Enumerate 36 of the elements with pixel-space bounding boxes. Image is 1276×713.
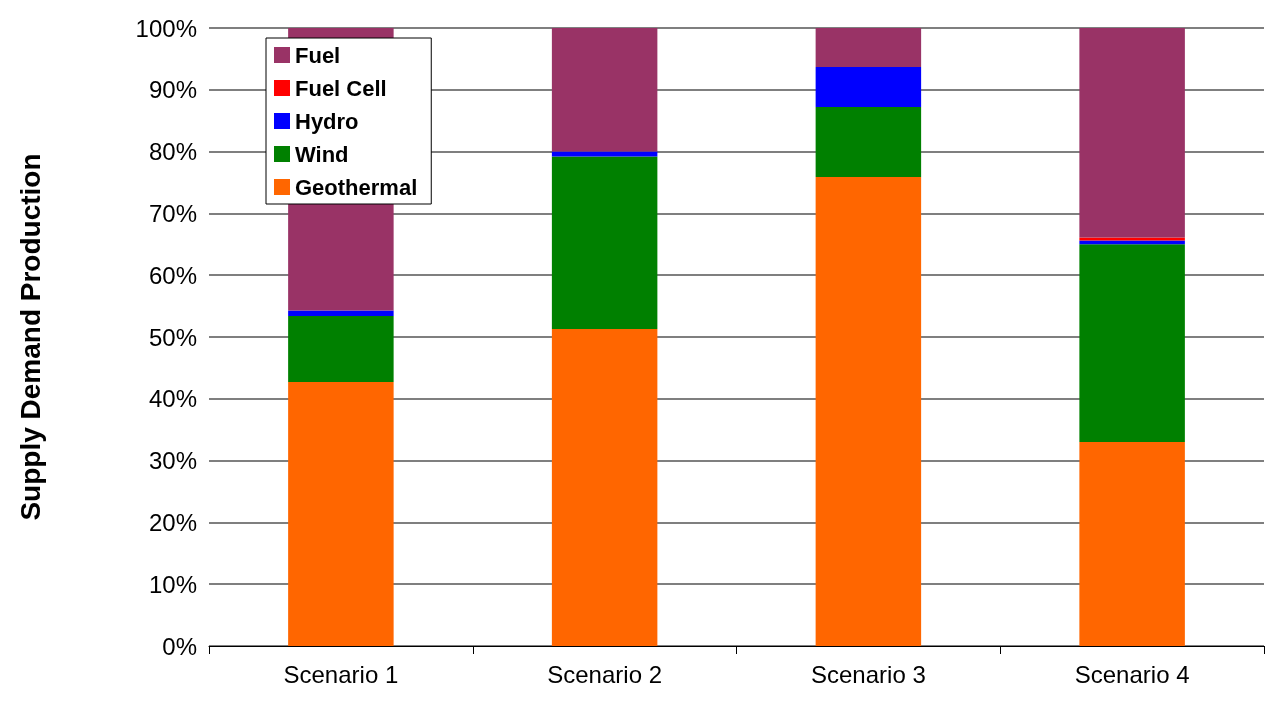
legend-label: Fuel [295,42,341,68]
bar [815,28,922,67]
bar [815,176,922,646]
bar [288,382,394,646]
x-tick-label: Scenario 4 [1074,660,1190,688]
y-tick-label: 50% [148,323,197,351]
bar [815,107,922,177]
bar [551,328,658,646]
y-tick-label: 60% [148,261,197,289]
legend-label: Geothermal [295,174,418,200]
bar [815,66,922,108]
bar [1079,442,1185,646]
bar [288,315,394,383]
bar [1079,237,1185,241]
bar [551,156,658,329]
x-tick-label: Scenario 2 [547,660,662,688]
y-tick-label: 30% [148,447,197,475]
y-tick-label: 10% [148,570,197,598]
legend-label: Wind [295,141,349,167]
y-tick-label: 80% [148,138,197,166]
legend-label: Fuel Cell [295,75,387,101]
x-tick-label: Scenario 3 [811,660,926,688]
x-tick-label: Scenario 1 [283,660,399,688]
y-axis-title: Supply Demand Production [14,153,46,521]
bar [1079,28,1185,238]
y-tick-label: 100% [135,14,197,42]
bar [288,310,394,316]
y-tick-label: 70% [148,199,197,227]
bar [551,28,658,152]
y-tick-label: 40% [148,385,197,413]
bar [551,151,658,157]
y-tick-label: 20% [148,508,197,536]
bar [1079,244,1185,443]
y-tick-label: 90% [148,76,197,104]
legend-label: Hydro [295,108,359,134]
y-tick-label: 0% [162,632,197,660]
